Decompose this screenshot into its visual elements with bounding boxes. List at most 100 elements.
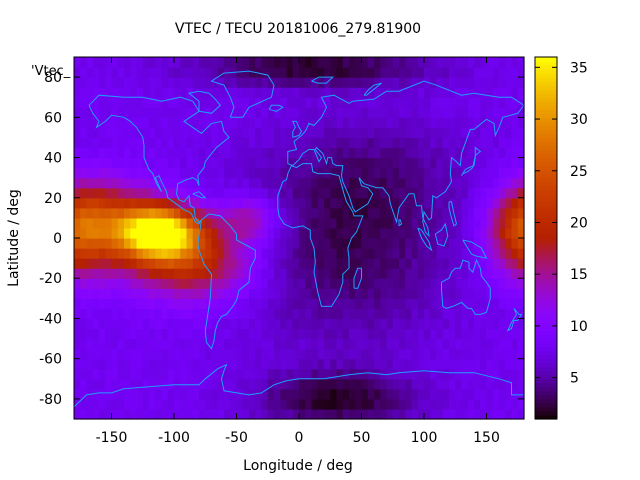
heatmap-cell (299, 238, 306, 249)
heatmap-cell (180, 157, 188, 169)
heatmap-cell (142, 207, 150, 219)
heatmap-cell (286, 338, 294, 350)
heatmap-cell (105, 248, 113, 259)
heatmap-cell (136, 137, 144, 149)
heatmap-cell (130, 77, 138, 88)
heatmap-cell (299, 107, 306, 118)
heatmap-cell (449, 408, 456, 420)
heatmap-cell (417, 348, 425, 360)
heatmap-cell (130, 67, 138, 78)
heatmap-cell (436, 368, 444, 380)
heatmap-cell (174, 258, 181, 269)
heatmap-cell (111, 177, 119, 189)
heatmap-cell (499, 338, 506, 350)
heatmap-cell (492, 248, 500, 259)
heatmap-cell (399, 147, 406, 159)
heatmap-cell (467, 338, 475, 350)
x-tick-label: 100 (411, 430, 438, 446)
heatmap-cell (317, 248, 325, 259)
heatmap-cell (167, 288, 175, 299)
heatmap-cell (80, 87, 88, 98)
heatmap-cell (299, 77, 306, 88)
heatmap-cell (80, 338, 88, 350)
heatmap-cell (155, 67, 163, 78)
heatmap-cell (249, 157, 256, 169)
heatmap-cell (392, 97, 400, 108)
heatmap-cell (242, 318, 250, 330)
heatmap-cell (355, 308, 363, 320)
heatmap-cell (461, 187, 469, 199)
heatmap-cell (111, 318, 119, 330)
heatmap-cell (417, 278, 425, 289)
heatmap-cell (367, 77, 375, 88)
heatmap-cell (317, 167, 325, 179)
heatmap-cell (111, 238, 119, 249)
heatmap-cell (417, 338, 425, 350)
heatmap-cell (505, 288, 513, 299)
heatmap-cell (149, 408, 156, 420)
heatmap-cell (461, 87, 469, 98)
heatmap-cell (117, 67, 125, 78)
heatmap-cell (392, 137, 400, 149)
heatmap-cell (386, 348, 394, 360)
heatmap-cell (130, 207, 138, 219)
heatmap-cell (161, 348, 169, 360)
heatmap-cell (436, 77, 444, 88)
heatmap-cell (99, 338, 106, 350)
heatmap-cell (405, 167, 413, 179)
heatmap-cell (324, 97, 331, 108)
heatmap-cell (124, 358, 131, 370)
heatmap-cell (380, 187, 388, 199)
heatmap-cell (336, 408, 344, 420)
heatmap-cell (505, 207, 513, 219)
heatmap-cell (105, 207, 113, 219)
heatmap-cell (392, 167, 400, 179)
heatmap-cell (474, 338, 481, 350)
heatmap-cell (299, 398, 306, 410)
heatmap-cell (230, 368, 238, 380)
heatmap-cell (224, 177, 231, 189)
heatmap-cell (486, 298, 494, 309)
heatmap-cell (180, 408, 188, 420)
heatmap-cell (199, 388, 206, 400)
heatmap-cell (236, 217, 244, 229)
heatmap-cell (274, 398, 281, 410)
heatmap-cell (105, 318, 113, 330)
heatmap-cell (180, 388, 188, 400)
heatmap-cell (74, 268, 81, 279)
heatmap-cell (299, 248, 306, 259)
heatmap-cell (392, 278, 400, 289)
heatmap-cell (124, 258, 131, 269)
heatmap-cell (411, 248, 419, 259)
heatmap-cell (330, 368, 338, 380)
heatmap-cell (405, 197, 413, 209)
heatmap-cell (311, 97, 319, 108)
heatmap-cell (305, 358, 313, 370)
heatmap-cell (274, 368, 281, 380)
colorbar-segment (535, 193, 557, 199)
heatmap-cell (292, 217, 300, 229)
heatmap-cell (399, 368, 406, 380)
heatmap-cell (230, 308, 238, 320)
heatmap-cell (211, 167, 219, 179)
colorbar-segment (535, 177, 557, 183)
heatmap-cell (486, 137, 494, 149)
heatmap-cell (286, 278, 294, 289)
heatmap-cell (317, 378, 325, 390)
heatmap-cell (249, 278, 256, 289)
heatmap-cell (480, 77, 488, 88)
heatmap-cell (80, 67, 88, 78)
heatmap-cell (399, 258, 406, 269)
heatmap-cell (167, 308, 175, 320)
heatmap-cell (299, 278, 306, 289)
heatmap-cell (330, 67, 338, 78)
heatmap-cell (511, 97, 519, 108)
heatmap-cell (192, 278, 200, 289)
heatmap-cell (199, 288, 206, 299)
coastline-sri-lanka (398, 219, 403, 227)
heatmap-cell (374, 197, 381, 209)
heatmap-cell (305, 187, 313, 199)
heatmap-cell (292, 348, 300, 360)
heatmap-cell (111, 217, 119, 229)
